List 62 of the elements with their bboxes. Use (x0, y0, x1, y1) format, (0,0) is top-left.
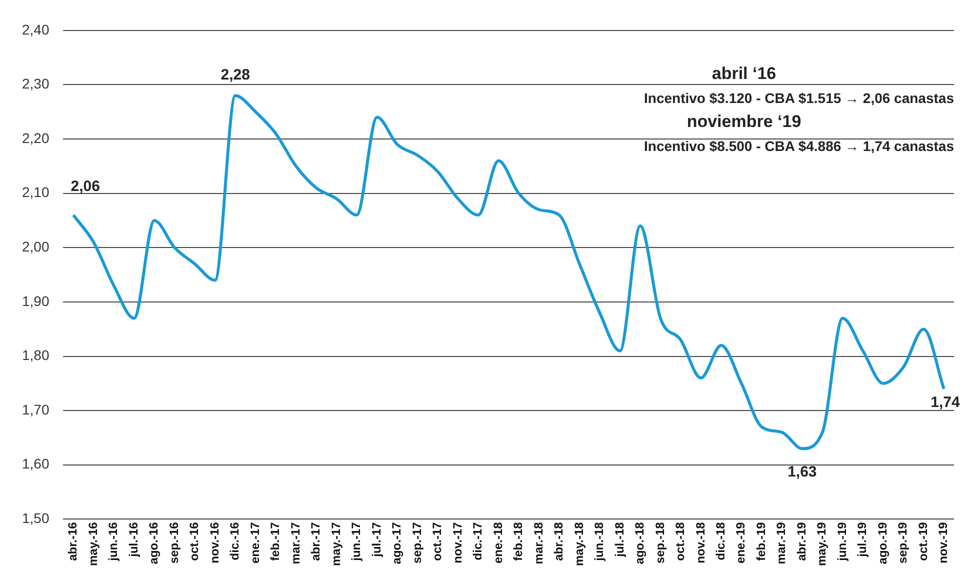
y-tick-label: 1,70 (22, 401, 50, 418)
data-label: 1,74 (930, 394, 961, 411)
y-tick-label: 1,90 (22, 292, 50, 309)
x-tick-label: abr.-17 (308, 522, 323, 561)
x-tick-label: abr.-18 (552, 522, 566, 561)
x-tick-label: nov.-18 (693, 522, 708, 564)
x-tick-label: jun.-18 (592, 522, 606, 562)
annotation: noviembre ‘19 (686, 111, 802, 133)
x-tick-label: sep.-16 (166, 522, 181, 564)
annotation: abril ‘16 (710, 63, 778, 85)
x-tick-label: feb.-19 (754, 522, 768, 561)
x-tick-label: ago.-17 (390, 522, 404, 564)
y-tick-label: 2,00 (22, 238, 50, 254)
x-tick-label: jul.-19 (855, 522, 870, 558)
x-tick-label: abr.-16 (66, 522, 80, 561)
x-tick-label: ene.-18 (490, 522, 505, 564)
x-tick-label: nov.-16 (207, 522, 222, 564)
y-tick-label: 2,20 (22, 130, 50, 146)
x-tick-label: may.-16 (86, 522, 100, 566)
x-tick-label: may.-19 (814, 522, 829, 566)
x-tick-label: abr.-19 (794, 522, 808, 561)
x-tick-label: jun.-19 (834, 522, 849, 562)
data-label: 2,06 (70, 178, 100, 196)
x-tick-label: mar.-19 (774, 522, 788, 564)
y-tick-label: 2,40 (22, 21, 50, 38)
x-tick-label: mar.-17 (288, 522, 302, 564)
x-tick-label: dic.-17 (470, 522, 485, 560)
x-tick-label: nov.-19 (936, 522, 950, 564)
x-tick-label: may.-18 (572, 522, 586, 566)
x-tick-label: sep.-19 (896, 522, 910, 564)
x-tick-label: oct.-16 (187, 522, 202, 561)
x-tick-label: ene.-17 (248, 522, 262, 564)
x-tick-label: dic.-16 (228, 522, 242, 560)
x-tick-label: ago.-19 (875, 522, 890, 564)
x-tick-label: jun.-16 (106, 522, 120, 562)
x-tick-label: dic.-18 (714, 522, 728, 560)
x-tick-label: jul.-18 (612, 522, 626, 558)
x-tick-label: oct.-19 (916, 522, 930, 561)
x-tick-label: jun.-17 (349, 522, 364, 562)
y-tick-label: 1,50 (22, 510, 50, 526)
y-tick-label: 2,10 (22, 184, 50, 200)
x-tick-label: feb.-18 (511, 522, 526, 561)
data-label: 2,28 (220, 66, 250, 84)
x-tick-label: jul.-16 (126, 522, 140, 558)
annotation: Incentivo $3.120 - CBA $1.515 → 2,06 canastas (643, 89, 954, 108)
x-tick-label: sep.-18 (652, 522, 667, 564)
x-tick-label: mar.-18 (531, 522, 546, 564)
x-tick-label: ago.-18 (632, 522, 647, 564)
y-tick-label: 1,80 (22, 347, 50, 364)
x-tick-label: oct.-17 (430, 522, 444, 561)
x-tick-label: may.-17 (328, 522, 343, 566)
x-tick-label: sep.-17 (410, 522, 424, 564)
y-tick-label: 1,60 (22, 456, 50, 472)
y-tick-label: 2,30 (22, 76, 50, 92)
x-tick-label: oct.-18 (673, 522, 688, 561)
x-tick-label: ene.-19 (734, 522, 748, 564)
x-tick-label: ago.-16 (146, 522, 161, 564)
x-tick-label: nov.-17 (450, 522, 464, 564)
data-label: 1,63 (788, 464, 817, 481)
annotation: Incentivo $8.500 - CBA $4.886 → 1,74 canastas (643, 137, 954, 156)
x-tick-label: feb.-17 (268, 522, 282, 561)
x-tick-label: jul.-17 (369, 522, 384, 558)
